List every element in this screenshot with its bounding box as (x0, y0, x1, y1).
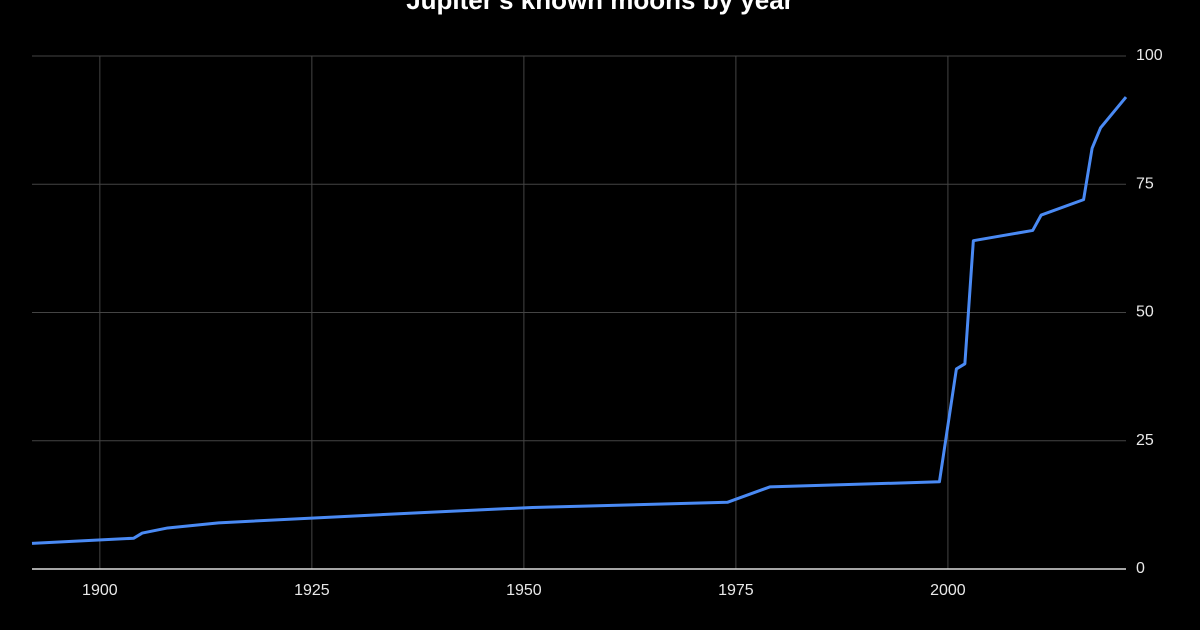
y-tick-label: 50 (1136, 304, 1154, 321)
x-tick-label: 1950 (506, 582, 542, 599)
x-tick-label: 1925 (294, 582, 330, 599)
x-tick-label: 1975 (718, 582, 754, 599)
y-tick-label: 100 (1136, 47, 1163, 64)
y-tick-label: 25 (1136, 432, 1154, 449)
x-tick-label: 1900 (82, 582, 118, 599)
chart-title: Jupiter's known moons by year (406, 0, 794, 15)
y-tick-label: 0 (1136, 560, 1145, 577)
x-tick-label: 2000 (930, 582, 966, 599)
y-tick-label: 75 (1136, 175, 1154, 192)
data-line (31, 96, 1128, 545)
